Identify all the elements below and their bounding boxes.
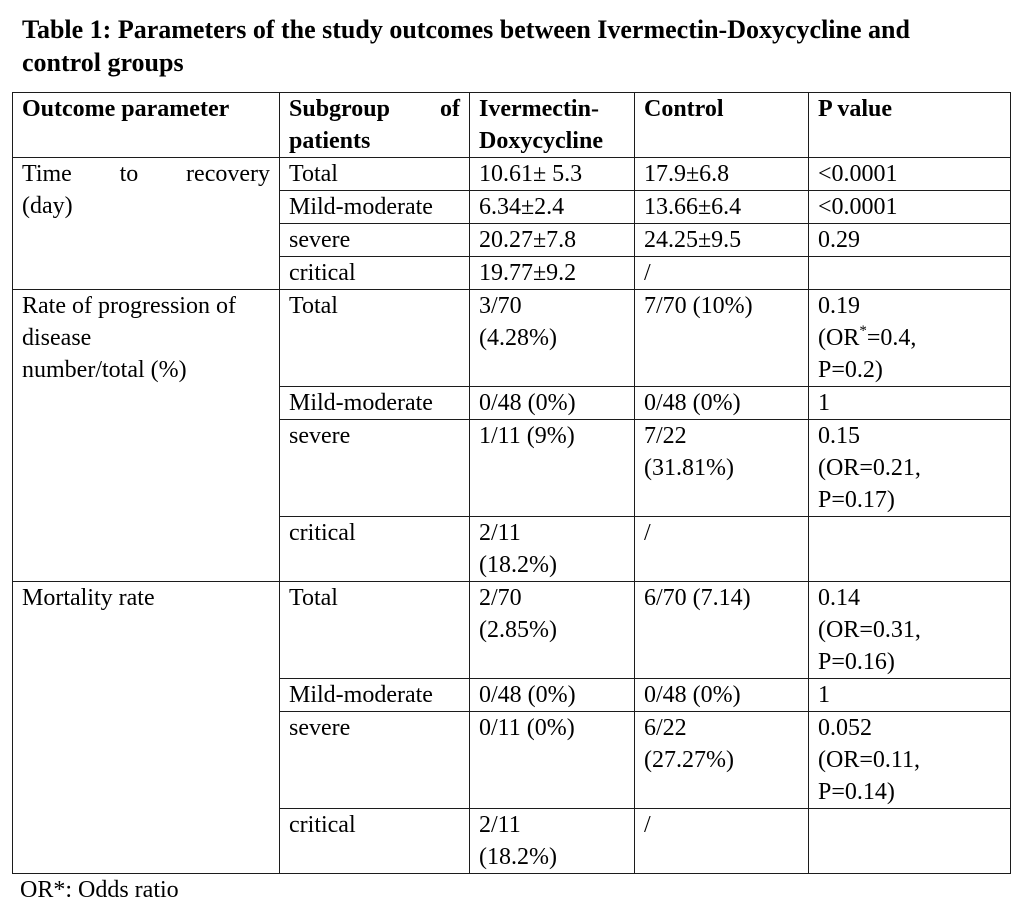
group-label-line: (day) [22,193,73,219]
header-label: Ivermectin- [479,96,599,122]
cell-ivermectin: 1/11 (9%) [469,419,635,517]
cell-ivermectin: 10.61± 5.3 [469,157,635,191]
header-ivermectin-doxycycline: Ivermectin- Doxycycline [469,92,635,158]
cell-pvalue: <0.0001 [808,190,1011,224]
cell-control: / [634,808,809,874]
cell-control: 0/48 (0%) [634,678,809,712]
cell-ivermectin: 2/11 (18.2%) [469,516,635,582]
cell-subgroup: Total [279,157,470,191]
cell-pvalue [808,516,1011,582]
cell-control: 13.66±6.4 [634,190,809,224]
header-label: P value [818,96,893,122]
cell-subgroup: Mild-moderate [279,386,470,420]
table-row: severe 0/11 (0%) 6/22 (27.27%) 0.052 (OR… [13,711,1011,809]
table-row: Mild-moderate 0/48 (0%) 0/48 (0%) 1 [13,386,1011,420]
cell-ivermectin: 19.77±9.2 [469,256,635,290]
cell-ivermectin: 6.34±2.4 [469,190,635,224]
asterisk-superscript: * [859,323,867,339]
cell-control: 6/22 (27.27%) [634,711,809,809]
cell-subgroup: Mild-moderate [279,678,470,712]
table-row: critical 19.77±9.2 / [13,256,1011,290]
table-row: Time to recovery (day) Total 10.61± 5.3 … [12,157,1011,290]
cell-pvalue: 0.19 (OR*=0.4, P=0.2) [808,289,1011,387]
table-row: Mortality rate Total 2/70 (2.85%) 6/70 (… [12,581,1011,874]
cell-ivermectin: 3/70 (4.28%) [469,289,635,387]
header-label: Control [644,96,724,122]
cell-subgroup: severe [279,223,470,257]
cell-subgroup: Mild-moderate [279,190,470,224]
cell-pvalue [808,256,1011,290]
cell-pvalue: 0.29 [808,223,1011,257]
header-control: Control [634,92,809,158]
header-label: patients [289,128,371,154]
cell-ivermectin: 2/11 (18.2%) [469,808,635,874]
pvalue-with-superscript: 0.19 (OR*=0.4, P=0.2) [818,293,917,383]
cell-subgroup: critical [279,808,470,874]
cell-ivermectin: 2/70 (2.85%) [469,581,635,679]
header-subgroup: Subgroup of patients [279,92,470,158]
cell-subgroup: Total [279,289,470,387]
cell-subgroup: Total [279,581,470,679]
group-label-line: Time to recovery [22,161,270,187]
cell-pvalue: 1 [808,386,1011,420]
group-label-line: disease [22,325,92,351]
cell-pvalue: <0.0001 [808,157,1011,191]
header-label: Outcome parameter [22,96,230,122]
cell-pvalue: 0.15 (OR=0.21, P=0.17) [808,419,1011,517]
cell-pvalue: 0.14 (OR=0.31, P=0.16) [808,581,1011,679]
outcomes-table: Outcome parameter Subgroup of patients I… [12,92,1011,874]
cell-ivermectin: 0/48 (0%) [469,386,635,420]
cell-pvalue [808,808,1011,874]
table-caption: Table 1: Parameters of the study outcome… [22,15,910,77]
cell-control: / [634,516,809,582]
cell-control: 7/22 (31.81%) [634,419,809,517]
group-label-time-to-recovery: Time to recovery (day) [12,157,280,290]
cell-subgroup: critical [279,516,470,582]
cell-ivermectin: 20.27±7.8 [469,223,635,257]
cell-subgroup: critical [279,256,470,290]
group-label-line: number/total (%) [22,357,187,383]
header-p-value: P value [808,92,1011,158]
table-row: severe 1/11 (9%) 7/22 (31.81%) 0.15 (OR=… [13,419,1011,517]
cell-ivermectin: 0/11 (0%) [469,711,635,809]
table-footnote: OR*: Odds ratio [20,877,179,903]
header-outcome-parameter: Outcome parameter [12,92,280,158]
table-row: critical 2/11 (18.2%) / [13,516,1011,582]
cell-control: 17.9±6.8 [634,157,809,191]
cell-control: 24.25±9.5 [634,223,809,257]
group-label-line: Mortality rate [22,585,155,611]
header-label: Subgroup of [289,96,460,122]
table-row: critical 2/11 (18.2%) / [13,808,1011,874]
cell-pvalue: 1 [808,678,1011,712]
group-label-rate-of-progression: Rate of progression of disease number/to… [12,289,280,582]
group-label-line: Rate of progression of [22,293,236,319]
group-label-mortality-rate: Mortality rate [12,581,280,874]
cell-control: / [634,256,809,290]
cell-control: 7/70 (10%) [634,289,809,387]
table-row: Rate of progression of disease number/to… [12,289,1011,582]
header-row: Outcome parameter Subgroup of patients I… [12,92,1011,158]
cell-subgroup: severe [279,711,470,809]
cell-ivermectin: 0/48 (0%) [469,678,635,712]
cell-subgroup: severe [279,419,470,517]
cell-pvalue: 0.052 (OR=0.11, P=0.14) [808,711,1011,809]
cell-control: 6/70 (7.14) [634,581,809,679]
cell-control: 0/48 (0%) [634,386,809,420]
header-label: Doxycycline [479,128,603,154]
